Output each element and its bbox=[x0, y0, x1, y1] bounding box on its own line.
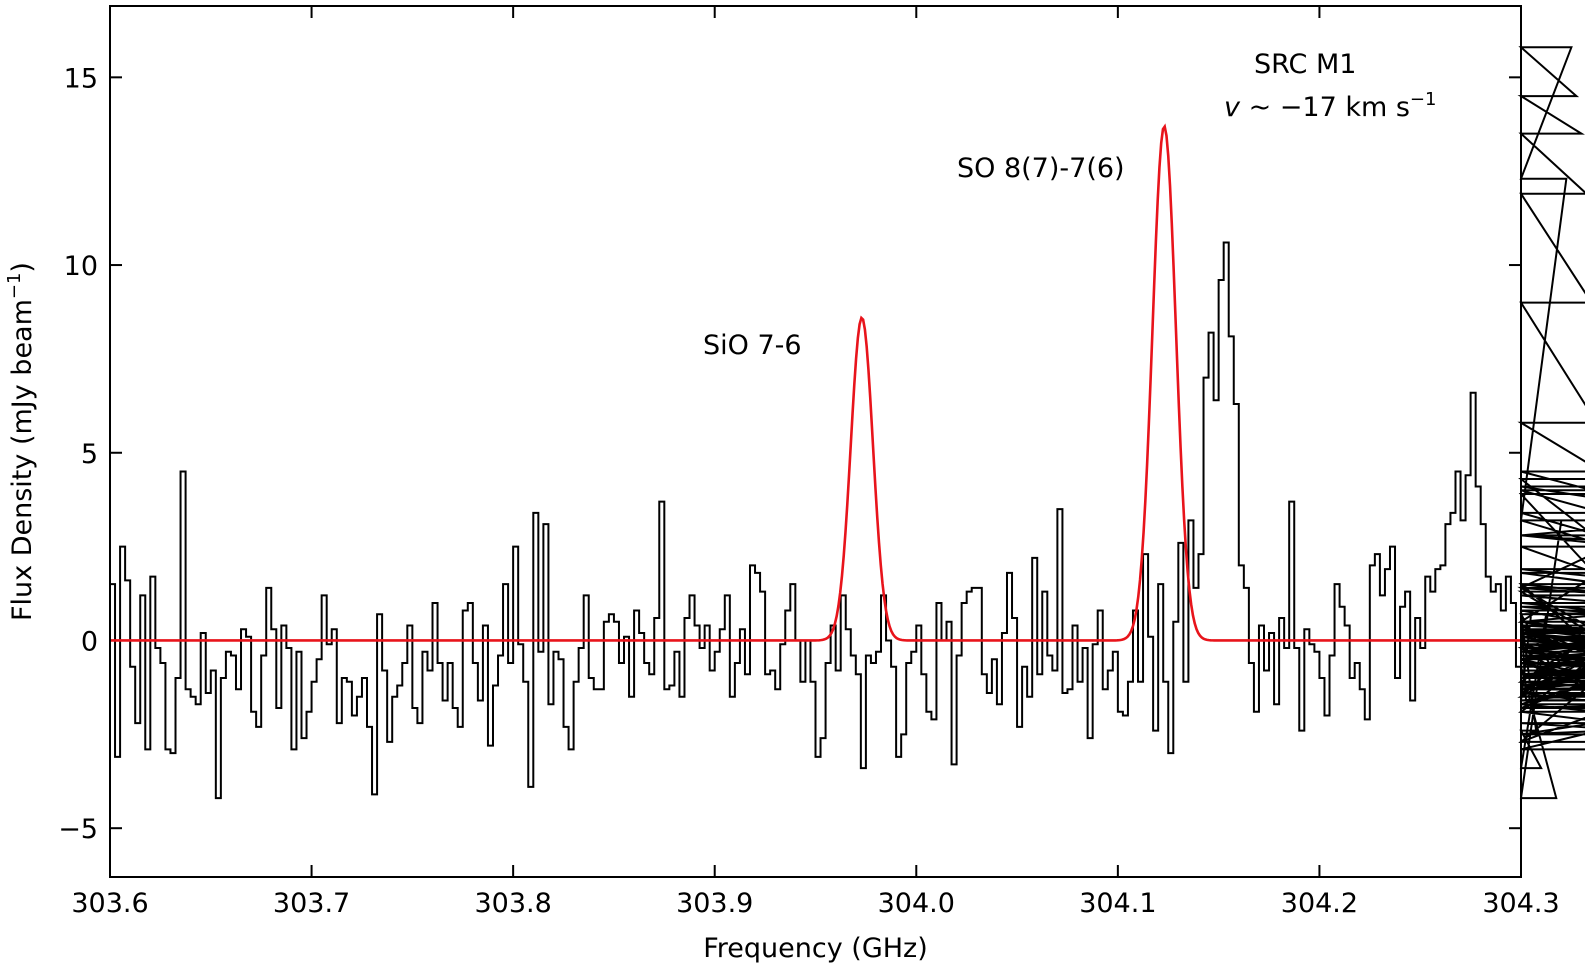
x-tick-label: 303.8 bbox=[474, 888, 551, 919]
y-tick-label: 0 bbox=[81, 626, 98, 657]
spectrum-step-line bbox=[110, 46, 1585, 800]
velocity-symbol: v bbox=[1224, 92, 1241, 123]
y-tick-label: 5 bbox=[81, 439, 98, 470]
y-axis-label-main: Flux Density (mJy beam bbox=[7, 299, 38, 621]
y-axis-label: Flux Density (mJy beam−1) bbox=[4, 262, 38, 621]
y-tick-label: 15 bbox=[64, 63, 98, 94]
x-axis-label: Frequency (GHz) bbox=[703, 933, 928, 964]
x-tick-label: 304.0 bbox=[878, 888, 955, 919]
x-tick-label: 304.3 bbox=[1482, 888, 1559, 919]
axis-ticks bbox=[109, 6, 1522, 877]
so-line-annotation: SO 8(7)-7(6) bbox=[957, 153, 1125, 184]
sio-line-annotation: SiO 7-6 bbox=[703, 330, 802, 361]
tick-labels: 303.6 303.7 303.8 303.9 304.0 304.1 304.2 304.3… bbox=[58, 63, 1559, 919]
x-tick-label: 303.7 bbox=[273, 888, 350, 919]
plot-frame bbox=[109, 5, 1522, 878]
velocity-value: ~ −17 km s bbox=[1240, 92, 1410, 123]
y-axis-label-unit-exponent: −1 bbox=[4, 273, 25, 300]
x-tick-label: 304.2 bbox=[1281, 888, 1358, 919]
velocity-annotation: v ~ −17 km s−1 bbox=[1224, 89, 1436, 123]
velocity-unit-exponent: −1 bbox=[1410, 89, 1437, 110]
x-tick-label: 303.9 bbox=[676, 888, 753, 919]
y-axis-label-close: ) bbox=[7, 262, 38, 273]
y-tick-label: 10 bbox=[64, 251, 98, 282]
x-tick-label: 303.6 bbox=[71, 888, 148, 919]
x-tick-label: 304.1 bbox=[1079, 888, 1156, 919]
source-name-annotation: SRC M1 bbox=[1254, 49, 1356, 80]
gaussian-fit-line bbox=[110, 123, 1521, 642]
y-tick-label: −5 bbox=[58, 814, 98, 845]
